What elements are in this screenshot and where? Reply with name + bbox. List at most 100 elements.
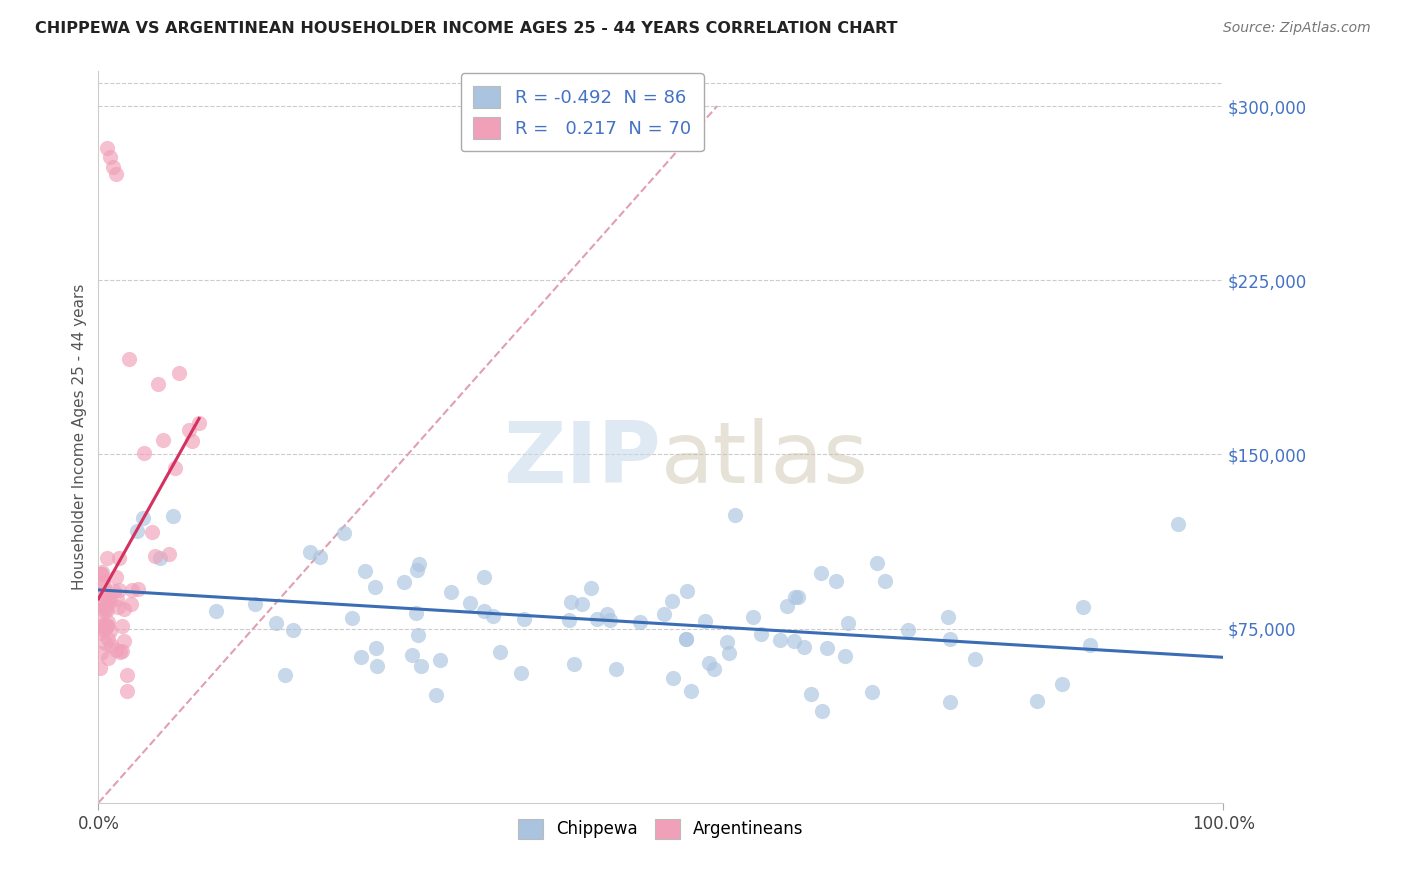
- Point: [111, 644, 134, 658]
- Point: [1026, 693, 1049, 707]
- Point: [149, 551, 172, 566]
- Point: [662, 671, 685, 685]
- Point: [162, 508, 184, 523]
- Point: [127, 582, 149, 596]
- Point: [90, 567, 112, 582]
- Point: [96, 603, 118, 617]
- Point: [406, 628, 429, 642]
- Point: [408, 557, 430, 571]
- Point: [93, 596, 115, 610]
- Y-axis label: Householder Income Ages 25 - 44 years: Householder Income Ages 25 - 44 years: [72, 284, 87, 591]
- Point: [834, 648, 856, 663]
- Point: [91, 618, 114, 632]
- Point: [333, 525, 356, 540]
- Point: [103, 584, 125, 599]
- Point: [693, 614, 716, 628]
- Point: [94, 619, 117, 633]
- Point: [406, 563, 429, 577]
- Point: [120, 597, 142, 611]
- Point: [204, 604, 226, 618]
- Point: [509, 665, 531, 680]
- Point: [111, 619, 134, 633]
- Point: [776, 599, 799, 613]
- Point: [146, 376, 169, 391]
- Point: [675, 632, 697, 647]
- Point: [145, 549, 167, 564]
- Point: [108, 582, 131, 597]
- Point: [132, 511, 155, 525]
- Point: [560, 595, 582, 609]
- Point: [157, 547, 180, 561]
- Point: [652, 607, 675, 621]
- Point: [875, 574, 897, 588]
- Point: [866, 557, 889, 571]
- Point: [94, 621, 117, 635]
- Point: [94, 601, 117, 615]
- Point: [94, 590, 117, 604]
- Point: [141, 525, 163, 540]
- Point: [1167, 517, 1189, 532]
- Point: [112, 634, 135, 648]
- Point: [90, 646, 112, 660]
- Point: [243, 597, 266, 611]
- Point: [308, 549, 330, 564]
- Text: atlas: atlas: [661, 417, 869, 500]
- Point: [405, 606, 427, 620]
- Point: [749, 626, 772, 640]
- Point: [100, 638, 122, 652]
- Point: [93, 604, 115, 618]
- Point: [562, 657, 585, 671]
- Point: [167, 366, 190, 380]
- Point: [188, 417, 211, 431]
- Point: [105, 643, 128, 657]
- Point: [89, 661, 111, 675]
- Point: [837, 616, 859, 631]
- Point: [93, 636, 115, 650]
- Point: [96, 619, 118, 633]
- Point: [98, 593, 121, 607]
- Point: [97, 632, 120, 647]
- Point: [115, 684, 138, 698]
- Point: [717, 646, 740, 660]
- Point: [298, 545, 321, 559]
- Point: [91, 618, 114, 632]
- Point: [409, 659, 432, 673]
- Point: [460, 596, 482, 610]
- Point: [697, 656, 720, 670]
- Point: [266, 616, 288, 631]
- Point: [90, 566, 112, 581]
- Point: [512, 612, 534, 626]
- Point: [571, 597, 593, 611]
- Point: [96, 618, 118, 632]
- Point: [108, 645, 131, 659]
- Point: [825, 574, 848, 589]
- Point: [274, 668, 297, 682]
- Point: [1050, 677, 1073, 691]
- Point: [596, 607, 619, 621]
- Point: [489, 645, 512, 659]
- Point: [91, 574, 114, 589]
- Point: [105, 167, 128, 181]
- Text: CHIPPEWA VS ARGENTINEAN HOUSEHOLDER INCOME AGES 25 - 44 YEARS CORRELATION CHART: CHIPPEWA VS ARGENTINEAN HOUSEHOLDER INCO…: [35, 21, 897, 36]
- Point: [1071, 599, 1094, 614]
- Point: [1078, 638, 1101, 652]
- Point: [936, 610, 959, 624]
- Point: [586, 612, 609, 626]
- Point: [482, 609, 505, 624]
- Point: [605, 662, 627, 676]
- Point: [815, 641, 838, 656]
- Point: [785, 590, 807, 604]
- Point: [354, 564, 377, 578]
- Text: ZIP: ZIP: [503, 417, 661, 500]
- Point: [90, 626, 112, 640]
- Point: [97, 615, 120, 629]
- Point: [366, 658, 388, 673]
- Point: [90, 603, 112, 617]
- Point: [98, 150, 121, 164]
- Point: [179, 424, 201, 438]
- Point: [939, 695, 962, 709]
- Point: [897, 624, 920, 638]
- Point: [769, 633, 792, 648]
- Point: [97, 591, 120, 605]
- Point: [125, 524, 148, 538]
